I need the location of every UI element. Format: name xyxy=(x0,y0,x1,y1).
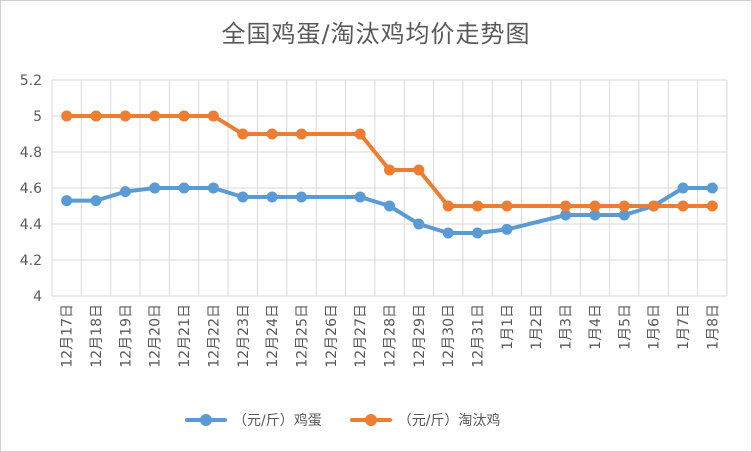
data-point-0 xyxy=(295,191,307,203)
data-point-0 xyxy=(472,227,484,239)
x-tick-label: 12月27日 xyxy=(353,304,369,368)
data-point-1 xyxy=(237,128,249,140)
x-tick-label: 12月26日 xyxy=(324,304,340,368)
data-point-0 xyxy=(354,191,366,203)
data-point-0 xyxy=(207,182,219,194)
chart-legend: （元/斤）鸡蛋 （元/斤）淘汰鸡 xyxy=(185,410,528,430)
data-point-1 xyxy=(266,128,278,140)
data-point-0 xyxy=(413,218,425,230)
x-tick-label: 1月1日 xyxy=(500,304,516,350)
x-tick-label: 12月20日 xyxy=(148,304,164,368)
x-tick-label: 1月2日 xyxy=(529,304,545,350)
data-point-0 xyxy=(706,182,718,194)
data-point-1 xyxy=(61,110,73,122)
data-point-0 xyxy=(618,209,630,221)
data-point-0 xyxy=(119,186,131,198)
data-point-0 xyxy=(61,195,73,207)
legend-label-hen: （元/斤）淘汰鸡 xyxy=(397,413,501,429)
x-tick-label: 1月4日 xyxy=(588,304,604,350)
y-tick-label: 4.6 xyxy=(20,181,42,197)
x-tick-label: 12月29日 xyxy=(412,304,428,368)
x-tick-label: 12月24日 xyxy=(265,304,281,368)
legend-swatch-hen xyxy=(349,410,392,430)
y-tick-label: 4.2 xyxy=(20,253,42,269)
x-tick-label: 1月3日 xyxy=(559,304,575,350)
legend-label-egg: （元/斤）鸡蛋 xyxy=(233,413,322,429)
data-point-0 xyxy=(501,223,513,235)
data-point-0 xyxy=(266,191,278,203)
y-tick-label: 5 xyxy=(33,109,42,125)
data-point-0 xyxy=(560,209,572,221)
data-point-0 xyxy=(90,195,102,207)
x-tick-label: 1月8日 xyxy=(705,304,721,350)
data-point-0 xyxy=(589,209,601,221)
data-point-1 xyxy=(648,200,660,212)
x-tick-label: 12月30日 xyxy=(441,304,457,368)
data-point-1 xyxy=(589,200,601,212)
data-point-1 xyxy=(178,110,190,122)
x-tick-label: 12月25日 xyxy=(294,304,310,368)
data-point-1 xyxy=(472,200,484,212)
data-point-1 xyxy=(207,110,219,122)
legend-swatch-egg xyxy=(185,410,227,430)
data-point-1 xyxy=(90,110,102,122)
data-point-1 xyxy=(149,110,161,122)
y-tick-label: 5.2 xyxy=(20,73,42,89)
data-point-1 xyxy=(501,200,513,212)
x-tick-label: 12月22日 xyxy=(206,304,222,368)
data-point-0 xyxy=(149,182,161,194)
legend-item-egg: （元/斤）鸡蛋 xyxy=(185,410,322,430)
data-point-1 xyxy=(677,200,689,212)
x-tick-label: 12月31日 xyxy=(471,304,487,368)
y-tick-label: 4.8 xyxy=(20,145,42,161)
x-tick-label: 12月21日 xyxy=(177,304,193,368)
data-point-1 xyxy=(560,200,572,212)
x-tick-label: 12月23日 xyxy=(236,304,252,368)
data-point-0 xyxy=(442,227,454,239)
x-tick-label: 1月6日 xyxy=(647,304,663,350)
data-point-0 xyxy=(178,182,190,194)
legend-item-hen: （元/斤）淘汰鸡 xyxy=(349,410,501,430)
x-tick-label: 1月5日 xyxy=(617,304,633,350)
data-point-1 xyxy=(295,128,307,140)
x-tick-label: 1月7日 xyxy=(676,304,692,350)
data-point-0 xyxy=(677,182,689,194)
data-point-1 xyxy=(119,110,131,122)
series-line-1 xyxy=(64,114,715,208)
x-tick-label: 12月18日 xyxy=(89,304,105,368)
data-point-1 xyxy=(618,200,630,212)
y-tick-label: 4.4 xyxy=(20,217,42,233)
chart-title: 全国鸡蛋/淘汰鸡均价走势图 xyxy=(221,20,531,48)
data-point-1 xyxy=(413,164,425,176)
data-point-1 xyxy=(354,128,366,140)
x-tick-label: 12月28日 xyxy=(383,304,399,368)
data-point-1 xyxy=(706,200,718,212)
data-point-1 xyxy=(384,164,395,176)
y-tick-label: 4 xyxy=(33,289,42,305)
x-tick-label: 12月17日 xyxy=(60,304,76,368)
data-point-0 xyxy=(384,200,395,212)
data-point-0 xyxy=(237,191,249,203)
x-tick-label: 12月19日 xyxy=(118,304,134,368)
data-point-1 xyxy=(442,200,454,212)
